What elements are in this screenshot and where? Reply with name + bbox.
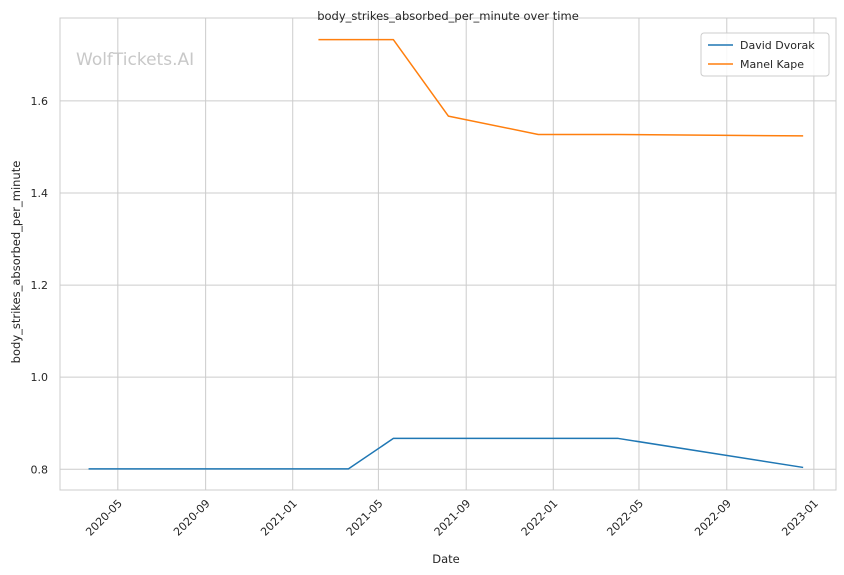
legend-label: David Dvorak <box>740 39 815 52</box>
watermark-text: WolfTickets.AI <box>76 50 194 70</box>
y-tick-label: 1.0 <box>31 371 49 384</box>
series-lines <box>88 38 804 470</box>
series-line-0 <box>88 437 804 470</box>
x-tick-label: 2020-05 <box>83 497 125 539</box>
x-tick-label: 2023-01 <box>779 497 821 539</box>
x-axis-ticks: 2020-05 2020-09 2021-01 2021-05 2021-09 2022-… <box>83 497 821 539</box>
chart-title: body_strikes_absorbed_per_minute over ti… <box>317 9 579 23</box>
grid <box>60 18 836 490</box>
legend-box <box>700 32 830 77</box>
y-axis-ticks: 0.8 1.0 1.2 1.4 1.6 <box>31 95 49 476</box>
series-line-1 <box>318 38 804 137</box>
plot-frame <box>59 17 837 491</box>
y-axis-label: body_strikes_absorbed_per_minute <box>9 161 23 364</box>
y-tick-label: 1.2 <box>31 279 49 292</box>
x-tick-label: 2021-01 <box>258 497 300 539</box>
legend: David Dvorak Manel Kape <box>700 32 830 77</box>
x-tick-label: 2020-09 <box>171 497 213 539</box>
y-tick-label: 0.8 <box>31 463 49 476</box>
y-tick-label: 1.6 <box>31 95 49 108</box>
y-tick-label: 1.4 <box>31 187 49 200</box>
x-tick-label: 2022-01 <box>519 497 561 539</box>
x-axis-label: Date <box>432 552 460 566</box>
x-tick-label: 2022-09 <box>692 497 734 539</box>
x-tick-label: 2022-05 <box>604 497 646 539</box>
x-tick-label: 2021-09 <box>432 497 474 539</box>
x-tick-label: 2021-05 <box>344 497 386 539</box>
legend-label: Manel Kape <box>740 58 804 71</box>
